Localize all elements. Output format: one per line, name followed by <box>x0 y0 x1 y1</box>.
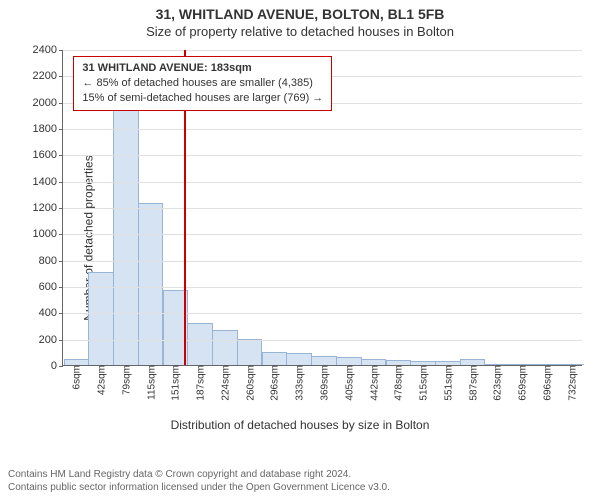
x-tick: 333sqm <box>291 365 306 401</box>
page-title: 31, WHITLAND AVENUE, BOLTON, BL1 5FB <box>0 0 600 22</box>
bar <box>88 272 114 365</box>
grid-line <box>63 208 582 209</box>
x-tick: 696sqm <box>538 365 553 401</box>
grid-line <box>63 287 582 288</box>
page-subtitle: Size of property relative to detached ho… <box>0 22 600 39</box>
bar <box>262 352 288 365</box>
footer-line-2: Contains public sector information licen… <box>8 481 390 494</box>
x-tick: 587sqm <box>464 365 479 401</box>
page: 31, WHITLAND AVENUE, BOLTON, BL1 5FB Siz… <box>0 0 600 500</box>
x-tick: 659sqm <box>514 365 529 401</box>
grid-line <box>63 261 582 262</box>
chart: Number of detached properties 0200400600… <box>0 44 600 432</box>
x-tick: 623sqm <box>489 365 504 401</box>
grid-line <box>63 340 582 341</box>
bar <box>138 203 164 365</box>
grid-line <box>63 50 582 51</box>
x-tick: 151sqm <box>167 365 182 401</box>
x-tick: 478sqm <box>390 365 405 401</box>
x-tick: 6sqm <box>68 365 83 389</box>
x-tick: 42sqm <box>93 365 108 395</box>
plot-area: 0200400600800100012001400160018002000220… <box>62 50 582 366</box>
y-tick: 2200 <box>33 70 63 82</box>
bar <box>212 330 238 365</box>
grid-line <box>63 234 582 235</box>
annotation-line: 31 WHITLAND AVENUE: 183sqm <box>82 61 323 76</box>
y-tick: 800 <box>39 255 63 267</box>
bar <box>311 356 337 365</box>
y-tick: 400 <box>39 307 63 319</box>
x-tick: 515sqm <box>415 365 430 401</box>
bar <box>113 110 139 365</box>
y-tick: 1400 <box>33 176 63 188</box>
y-tick: 600 <box>39 281 63 293</box>
bar <box>187 323 213 365</box>
x-tick: 115sqm <box>142 365 157 400</box>
y-tick: 1800 <box>33 123 63 135</box>
x-axis-label: Distribution of detached houses by size … <box>0 418 600 432</box>
x-tick: 732sqm <box>563 365 578 401</box>
annotation-box: 31 WHITLAND AVENUE: 183sqm← 85% of detac… <box>73 56 332 111</box>
bar <box>286 353 312 365</box>
bar <box>237 339 263 365</box>
x-tick: 296sqm <box>266 365 281 401</box>
y-tick: 0 <box>51 360 63 372</box>
bar <box>336 357 362 365</box>
grid-line <box>63 155 582 156</box>
grid-line <box>63 182 582 183</box>
grid-line <box>63 313 582 314</box>
x-tick: 260sqm <box>241 365 256 401</box>
annotation-line: ← 85% of detached houses are smaller (4,… <box>82 76 323 91</box>
x-tick: 369sqm <box>316 365 331 401</box>
annotation-line: 15% of semi-detached houses are larger (… <box>82 91 323 106</box>
y-tick: 1200 <box>33 202 63 214</box>
y-tick: 2000 <box>33 97 63 109</box>
x-tick: 551sqm <box>439 365 454 401</box>
x-tick: 442sqm <box>365 365 380 401</box>
footer: Contains HM Land Registry data © Crown c… <box>8 468 390 494</box>
y-tick: 1600 <box>33 149 63 161</box>
x-tick: 79sqm <box>117 365 132 395</box>
y-tick: 2400 <box>33 44 63 56</box>
grid-line <box>63 129 582 130</box>
y-tick: 200 <box>39 334 63 346</box>
x-tick: 187sqm <box>192 365 207 401</box>
footer-line-1: Contains HM Land Registry data © Crown c… <box>8 468 390 481</box>
x-tick: 224sqm <box>216 365 231 401</box>
x-tick: 405sqm <box>340 365 355 401</box>
y-tick: 1000 <box>33 228 63 240</box>
